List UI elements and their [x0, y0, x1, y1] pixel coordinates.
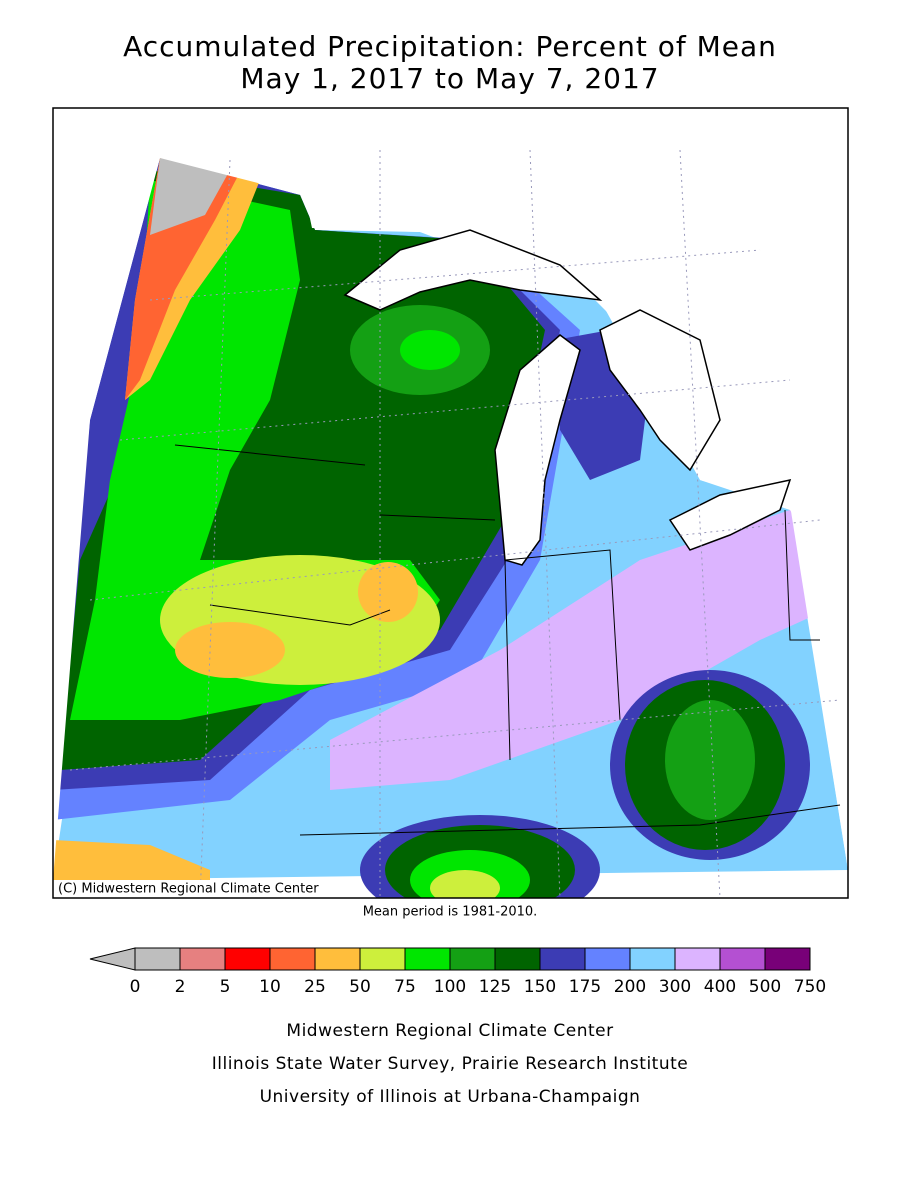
legend-swatch	[404, 947, 451, 971]
color-legend: 0 2 5 10 25 50 75 100 125 150 175 200 300 400 500 750	[89, 947, 826, 997]
legend-swatch	[584, 947, 631, 971]
legend-swatch	[179, 947, 226, 971]
legend-tick-label: 400	[704, 977, 736, 997]
map: (C) Midwestern Regional Climate Center	[52, 107, 849, 899]
legend-tick-label: 175	[569, 977, 601, 997]
map-area	[358, 562, 418, 622]
legend-swatch	[359, 947, 406, 971]
legend-swatch	[629, 947, 676, 971]
off-grid	[790, 500, 848, 870]
legend-tick-label: 300	[659, 977, 691, 997]
footer-line: University of Illinois at Urbana-Champai…	[260, 1087, 641, 1107]
legend-swatch	[674, 947, 721, 971]
legend-tick-label: 100	[434, 977, 466, 997]
legend-tick-label: 200	[614, 977, 646, 997]
legend-tick-label: 125	[479, 977, 511, 997]
graticule	[69, 149, 841, 898]
title-line: Accumulated Precipitation: Percent of Me…	[123, 30, 777, 63]
legend-tick-label: 750	[794, 977, 826, 997]
legend-tick-label: 5	[220, 977, 231, 997]
footer-line: Illinois State Water Survey, Prairie Res…	[212, 1054, 688, 1074]
copyright-box	[53, 880, 338, 898]
mean-period-note: Mean period is 1981-2010.	[363, 905, 538, 920]
lake	[668, 478, 792, 551]
legend-extend	[89, 947, 136, 971]
legend-tick-label: 500	[749, 977, 781, 997]
map-area	[430, 870, 500, 898]
canada	[160, 109, 848, 505]
map-area	[330, 510, 848, 790]
map-frame	[52, 107, 849, 899]
off-grid	[53, 108, 160, 880]
legend-tick-label: 25	[304, 977, 326, 997]
legend-swatch	[449, 947, 496, 971]
title-line: May 1, 2017 to May 7, 2017	[240, 62, 659, 95]
state-border	[174, 444, 841, 836]
lake	[599, 309, 721, 472]
legend-tick-label: 50	[349, 977, 371, 997]
legend-swatch	[764, 947, 811, 971]
legend-swatch	[224, 947, 271, 971]
legend-swatch	[314, 947, 361, 971]
legend-tick-label: 10	[259, 977, 281, 997]
lake	[343, 229, 603, 311]
legend-swatch	[269, 947, 316, 971]
lake	[494, 334, 581, 566]
legend-swatch	[494, 947, 541, 971]
legend-tick-label: 2	[175, 977, 186, 997]
legend-tick-label: 0	[130, 977, 141, 997]
copyright: (C) Midwestern Regional Climate Center	[58, 882, 319, 897]
legend-tick-label: 75	[394, 977, 416, 997]
map-area	[150, 158, 230, 235]
map-area	[400, 330, 460, 370]
legend-swatch	[539, 947, 586, 971]
legend-tick-label: 150	[524, 977, 556, 997]
legend-swatch	[719, 947, 766, 971]
map-area	[175, 622, 285, 678]
map-area	[665, 700, 755, 820]
footer-line: Midwestern Regional Climate Center	[286, 1021, 613, 1041]
legend-swatch	[134, 947, 181, 971]
